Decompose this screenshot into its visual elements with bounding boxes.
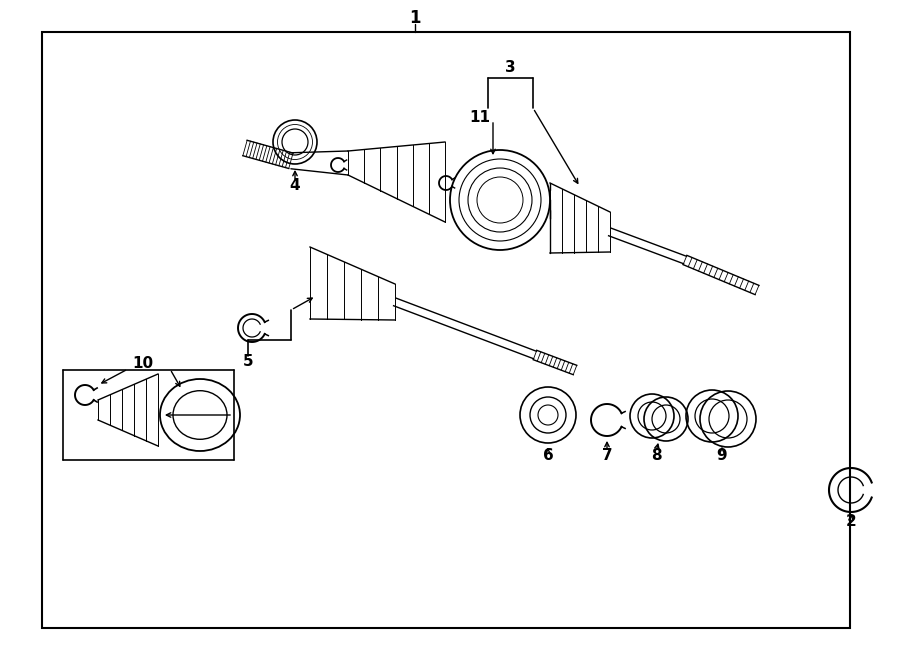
Text: 5: 5 — [243, 354, 253, 369]
Text: 11: 11 — [470, 110, 490, 126]
Text: 9: 9 — [716, 447, 727, 463]
Text: 4: 4 — [290, 178, 301, 192]
Bar — [42, 32, 850, 628]
Text: 2: 2 — [846, 514, 857, 529]
Text: 6: 6 — [543, 447, 553, 463]
Text: 7: 7 — [602, 447, 612, 463]
Text: 10: 10 — [132, 356, 154, 371]
Text: 3: 3 — [505, 61, 516, 75]
Text: 8: 8 — [651, 447, 661, 463]
Text: 1: 1 — [410, 9, 421, 27]
